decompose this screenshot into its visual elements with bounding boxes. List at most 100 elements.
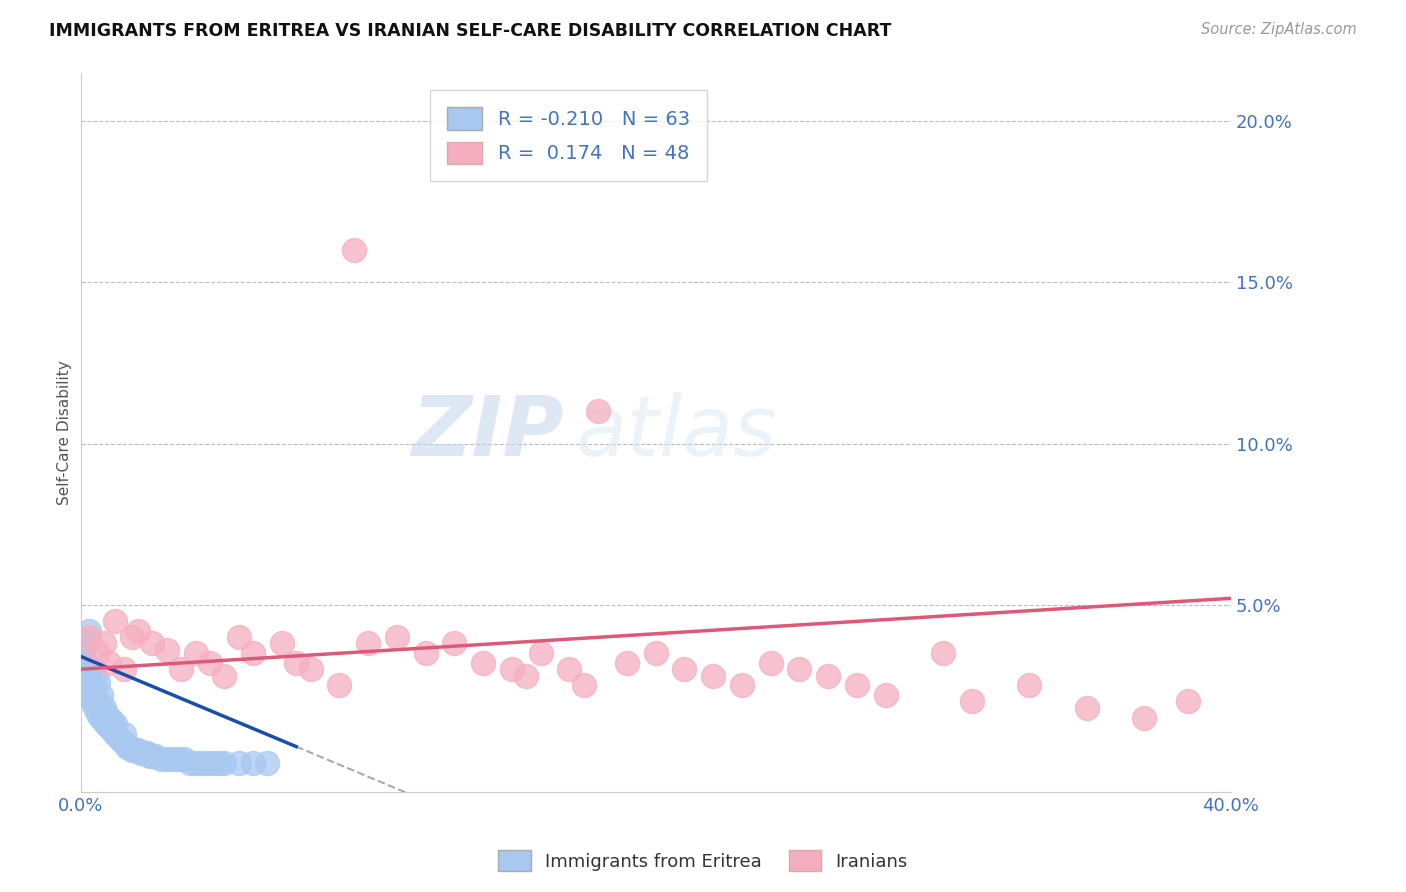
Point <box>1018 678 1040 692</box>
Point <box>515 668 537 682</box>
Point <box>845 678 868 692</box>
Point <box>170 662 193 676</box>
Point <box>195 756 218 770</box>
Point <box>644 646 666 660</box>
Point <box>731 678 754 692</box>
Point <box>162 752 184 766</box>
Point <box>173 752 195 766</box>
Point <box>83 668 105 682</box>
Text: IMMIGRANTS FROM ERITREA VS IRANIAN SELF-CARE DISABILITY CORRELATION CHART: IMMIGRANTS FROM ERITREA VS IRANIAN SELF-… <box>49 22 891 40</box>
Point <box>112 727 135 741</box>
Point <box>93 701 115 715</box>
Point <box>115 739 138 754</box>
Point <box>228 756 250 770</box>
Point <box>443 636 465 650</box>
Point <box>118 739 141 754</box>
Point <box>201 756 224 770</box>
Point <box>72 656 94 670</box>
Point <box>472 656 495 670</box>
Point <box>80 662 103 676</box>
Legend: R = -0.210   N = 63, R =  0.174   N = 48: R = -0.210 N = 63, R = 0.174 N = 48 <box>430 90 707 181</box>
Text: Source: ZipAtlas.com: Source: ZipAtlas.com <box>1201 22 1357 37</box>
Point <box>77 675 100 690</box>
Point <box>256 756 278 770</box>
Point <box>83 688 105 702</box>
Point <box>143 749 166 764</box>
Point <box>98 710 121 724</box>
Y-axis label: Self-Care Disability: Self-Care Disability <box>58 360 72 505</box>
Point <box>77 662 100 676</box>
Point <box>529 646 551 660</box>
Point <box>75 668 97 682</box>
Point <box>141 636 163 650</box>
Point <box>789 662 811 676</box>
Point <box>72 646 94 660</box>
Point <box>112 736 135 750</box>
Point <box>127 743 149 757</box>
Point <box>77 630 100 644</box>
Point <box>198 656 221 670</box>
Point <box>328 678 350 692</box>
Point <box>83 701 105 715</box>
Point <box>702 668 724 682</box>
Point <box>385 630 408 644</box>
Point <box>586 404 609 418</box>
Point <box>156 643 179 657</box>
Point <box>285 656 308 670</box>
Point <box>101 714 124 728</box>
Point <box>138 749 160 764</box>
Point <box>104 614 127 628</box>
Point <box>127 624 149 638</box>
Point <box>90 710 112 724</box>
Point <box>90 688 112 702</box>
Point <box>184 756 207 770</box>
Point <box>96 717 118 731</box>
Point <box>167 752 190 766</box>
Point <box>87 707 110 722</box>
Point <box>1177 694 1199 708</box>
Point <box>87 646 110 660</box>
Point <box>875 688 897 702</box>
Point <box>77 688 100 702</box>
Point <box>357 636 380 650</box>
Point <box>112 662 135 676</box>
Point <box>270 636 292 650</box>
Point <box>75 678 97 692</box>
Point <box>214 756 236 770</box>
Point <box>72 662 94 676</box>
Point <box>107 730 129 744</box>
Point <box>184 646 207 660</box>
Point <box>572 678 595 692</box>
Point <box>1133 710 1156 724</box>
Point <box>299 662 322 676</box>
Point <box>242 756 264 770</box>
Point <box>121 630 143 644</box>
Point <box>80 694 103 708</box>
Point <box>80 681 103 696</box>
Point <box>960 694 983 708</box>
Point <box>759 656 782 670</box>
Point <box>415 646 437 660</box>
Point <box>141 749 163 764</box>
Text: atlas: atlas <box>575 392 776 473</box>
Point <box>75 636 97 650</box>
Point <box>817 668 839 682</box>
Point <box>87 675 110 690</box>
Point <box>93 714 115 728</box>
Point <box>501 662 523 676</box>
Point <box>228 630 250 644</box>
Point <box>132 746 155 760</box>
Point <box>673 662 696 676</box>
Point <box>214 668 236 682</box>
Point <box>87 694 110 708</box>
Point <box>77 624 100 638</box>
Text: ZIP: ZIP <box>411 392 564 473</box>
Point <box>101 723 124 738</box>
Point <box>932 646 955 660</box>
Point <box>98 720 121 734</box>
Point <box>121 743 143 757</box>
Legend: Immigrants from Eritrea, Iranians: Immigrants from Eritrea, Iranians <box>491 843 915 879</box>
Point <box>343 244 366 258</box>
Point <box>104 717 127 731</box>
Point <box>75 656 97 670</box>
